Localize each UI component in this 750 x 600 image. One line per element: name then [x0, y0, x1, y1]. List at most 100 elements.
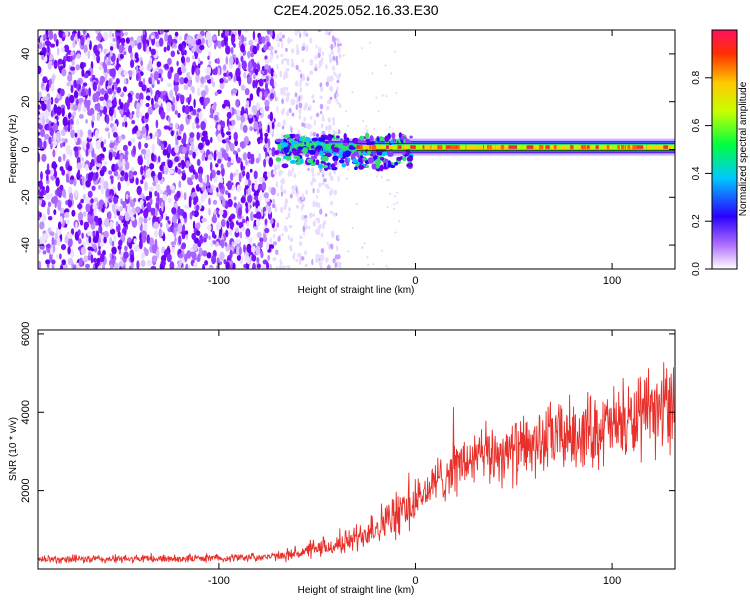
spectrogram-cell: [175, 266, 180, 269]
spectrogram-cell: [191, 174, 195, 180]
spectrogram-cell: [48, 30, 54, 40]
spectrogram-cell: [320, 57, 324, 64]
spectrogram-cell: [38, 239, 41, 245]
spectrogram-cell: [217, 158, 222, 164]
spectrogram-cell: [201, 136, 207, 142]
spectrogram-cell: [162, 93, 166, 102]
spectrogram-cell: [246, 229, 250, 238]
spectrogram-cell: [198, 182, 204, 188]
spectrogram-cell: [281, 98, 284, 105]
spectrogram-cell: [88, 251, 92, 256]
signal-core-cell: [459, 144, 464, 150]
spectrogram-cell: [47, 216, 53, 221]
spectrogram-cell: [225, 229, 229, 238]
spectrogram-cell: [149, 163, 155, 170]
spectrogram-cell: [252, 30, 256, 41]
spectrogram-cell: [292, 190, 295, 195]
spectrogram-cell: [293, 140, 299, 145]
spectrogram-cell: [146, 135, 151, 141]
spectrogram-cell: [146, 201, 151, 212]
spectrogram-cell: [186, 143, 190, 152]
spectrogram-cell: [258, 177, 263, 183]
spectrogram-cell: [39, 51, 44, 56]
spectrogram-cell: [217, 151, 222, 161]
spectrogram-cell: [284, 227, 288, 233]
signal-core-cell: [487, 144, 490, 150]
spectrogram-cell: [338, 153, 343, 159]
spectrogram-cell: [38, 104, 41, 110]
spectrogram-cell: [228, 76, 232, 81]
spectrogram-cell: [275, 138, 283, 143]
spectrogram-cell: [246, 243, 252, 254]
spectrogram-ytick-label: 20: [20, 96, 32, 108]
spectrogram-cell: [384, 135, 390, 143]
spectrogram-cell: [318, 64, 321, 69]
spectrogram-cell: [320, 123, 324, 129]
spectrogram-cell: [229, 172, 234, 181]
spectrogram-cell: [220, 178, 224, 184]
signal-core-cell: [536, 144, 540, 150]
spectrogram-cell: [169, 261, 175, 269]
spectrogram-cell: [138, 92, 144, 102]
spectrogram-cell: [212, 186, 218, 191]
spectrogram-cell: [58, 189, 62, 198]
spectrogram-cell: [259, 108, 265, 114]
spectrogram-cell: [281, 41, 284, 49]
spectrogram-cell: [148, 46, 152, 52]
spectrogram-cell: [371, 72, 374, 75]
spectrogram-cell: [335, 98, 338, 103]
spectrogram-cell: [296, 48, 300, 56]
spectrogram-cell: [266, 242, 270, 251]
spectrogram-cell: [348, 146, 356, 150]
spectrogram-cell: [286, 95, 290, 102]
spectrogram-cell: [206, 187, 210, 193]
spectrogram-cell: [99, 169, 105, 177]
spectrogram-cell: [208, 60, 212, 65]
spectrogram-cell: [235, 57, 239, 65]
spectrogram-cell: [337, 129, 341, 135]
spectrogram-cell: [39, 221, 45, 230]
spectrogram-cell: [52, 195, 59, 204]
spectrogram-cell: [319, 82, 323, 88]
spectrogram-cell: [144, 112, 149, 120]
spectrogram-cell: [45, 169, 51, 175]
spectrogram-cell: [229, 142, 235, 152]
spectrogram-cell: [216, 133, 223, 143]
spectrogram-cell: [41, 103, 47, 111]
spectrogram-cell: [141, 204, 145, 210]
spectrogram-cell: [282, 119, 286, 126]
spectrogram-ticks: -100 0 100 -40 -20 0 20 40: [20, 30, 675, 287]
spectrogram-cell: [145, 95, 151, 101]
signal-core-cell: [488, 144, 493, 150]
spectrogram-cell: [333, 189, 338, 196]
spectrogram-cell: [317, 254, 322, 260]
spectrogram-cell: [41, 116, 46, 126]
spectrogram-cell: [283, 265, 286, 269]
spectrogram-cell: [185, 56, 191, 63]
spectrogram-cell: [241, 34, 245, 44]
spectrogram-cell: [160, 77, 164, 82]
spectrogram-cell: [264, 132, 269, 138]
spectrogram-cell: [87, 254, 92, 261]
spectrogram-cell: [231, 37, 235, 42]
spectrogram-cell: [48, 136, 52, 145]
spectrogram-cell: [103, 230, 109, 239]
spectrogram-cell: [112, 37, 116, 42]
spectrogram-cell: [247, 50, 251, 59]
spectrogram-cell: [263, 158, 267, 168]
spectrogram-cell: [154, 131, 159, 137]
spectrogram-cell: [231, 119, 236, 126]
spectrogram-cell: [221, 167, 225, 177]
spectrogram-cell: [232, 262, 236, 269]
spectrogram-cell: [302, 147, 309, 154]
spectrogram-cell: [102, 147, 107, 152]
spectrogram-cell: [155, 208, 158, 217]
spectrogram-cell: [177, 222, 183, 233]
signal-core-cell: [562, 144, 567, 150]
spectrogram-cell: [200, 90, 207, 97]
spectrogram-cell: [387, 163, 392, 168]
spectrogram-cell: [147, 106, 153, 115]
spectrogram-cell: [276, 97, 279, 101]
spectrogram-cell: [218, 182, 224, 190]
spectrogram-cell: [221, 239, 225, 249]
